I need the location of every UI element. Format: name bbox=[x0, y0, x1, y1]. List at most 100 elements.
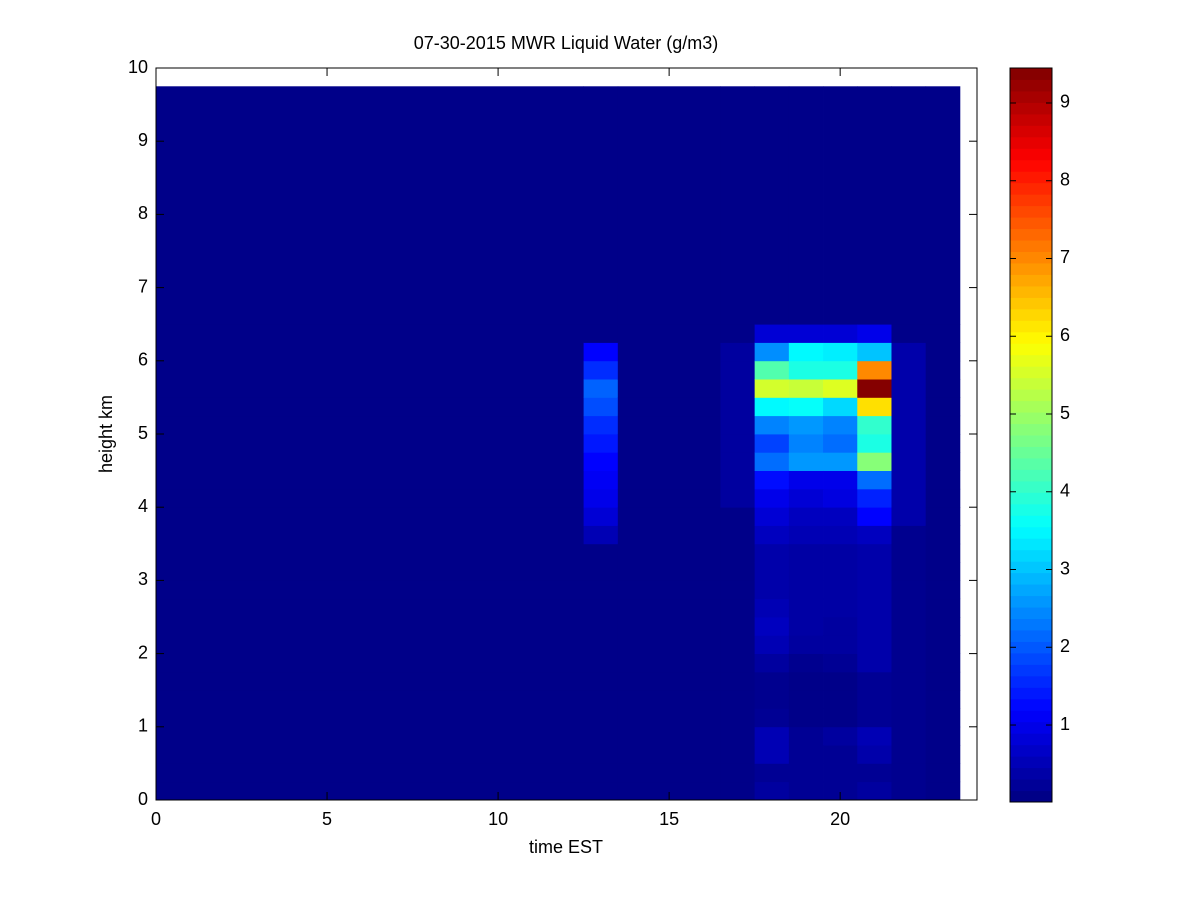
heatmap-cell bbox=[156, 397, 585, 417]
heatmap-cell bbox=[823, 452, 858, 471]
heatmap-cell bbox=[754, 342, 790, 362]
heatmap-cell bbox=[891, 543, 927, 563]
heatmap-cell bbox=[720, 781, 756, 801]
heatmap-cell bbox=[617, 488, 721, 508]
colorbar-swatch bbox=[1010, 228, 1052, 241]
heatmap-cell bbox=[754, 617, 790, 636]
heatmap-cell bbox=[925, 470, 961, 490]
heatmap-cell bbox=[857, 397, 892, 417]
heatmap-cell bbox=[891, 726, 927, 746]
heatmap-cell bbox=[823, 488, 858, 508]
heatmap-cell bbox=[788, 745, 824, 764]
colorbar-frame bbox=[1009, 67, 1053, 803]
colorbar-swatch bbox=[1010, 79, 1052, 92]
heatmap-cell bbox=[823, 543, 858, 563]
heatmap-cell bbox=[720, 745, 756, 764]
heatmap-cell bbox=[583, 580, 619, 600]
heatmap-cell bbox=[823, 86, 858, 325]
heatmap-cell bbox=[857, 507, 892, 526]
heatmap-cell bbox=[788, 434, 824, 453]
heatmap-cell bbox=[720, 690, 756, 709]
heatmap-cell bbox=[754, 543, 790, 563]
heatmap-cell bbox=[754, 434, 790, 453]
heatmap-cell bbox=[788, 342, 824, 362]
heatmap-cell bbox=[788, 598, 824, 618]
heatmap-cell bbox=[156, 745, 585, 764]
heatmap-cell bbox=[617, 598, 721, 618]
heatmap-cell bbox=[823, 397, 858, 417]
colorbar-swatch bbox=[1010, 251, 1052, 264]
colorbar-swatch bbox=[1010, 354, 1052, 367]
heatmap-cell bbox=[857, 562, 892, 581]
colorbar-swatch bbox=[1010, 171, 1052, 184]
heatmap-cell bbox=[156, 86, 585, 325]
heatmap-cell bbox=[754, 745, 790, 764]
heatmap-cell bbox=[720, 379, 756, 398]
heatmap-cell bbox=[823, 617, 858, 636]
heatmap-cell bbox=[720, 543, 756, 563]
heatmap-cell bbox=[925, 415, 961, 435]
heatmap-cell bbox=[925, 708, 961, 728]
heatmap-cell bbox=[583, 342, 619, 362]
heatmap-cell bbox=[788, 525, 824, 545]
heatmap-cell bbox=[720, 598, 756, 618]
heatmap-cell bbox=[823, 342, 858, 362]
heatmap-cell bbox=[788, 543, 824, 563]
colorbar-swatch bbox=[1010, 515, 1052, 528]
heatmap-cell bbox=[925, 562, 961, 581]
heatmap-cell bbox=[823, 690, 858, 709]
heatmap-cell bbox=[617, 507, 721, 526]
heatmap-cell bbox=[891, 690, 927, 709]
colorbar-tick-label: 8 bbox=[1060, 169, 1070, 189]
y-tick-label: 6 bbox=[138, 350, 148, 370]
heatmap-cell bbox=[156, 708, 585, 728]
heatmap-cell bbox=[754, 653, 790, 673]
heatmap-cell bbox=[754, 507, 790, 526]
heatmap-cell bbox=[720, 488, 756, 508]
heatmap-cell bbox=[754, 726, 790, 746]
heatmap-cell bbox=[891, 379, 927, 398]
heatmap-cell bbox=[823, 525, 858, 545]
heatmap-cell bbox=[754, 763, 790, 783]
heatmap-cell bbox=[925, 635, 961, 654]
x-tick-label: 10 bbox=[488, 809, 508, 829]
heatmap-cell bbox=[156, 598, 585, 618]
colorbar-swatch bbox=[1010, 217, 1052, 230]
heatmap-cell bbox=[156, 434, 585, 453]
colorbar-swatch bbox=[1010, 240, 1052, 252]
colorbar-swatch bbox=[1010, 767, 1052, 780]
heatmap-cell bbox=[925, 434, 961, 453]
colorbar-swatch bbox=[1010, 102, 1052, 115]
heatmap-cell bbox=[720, 617, 756, 636]
colorbar-swatch bbox=[1010, 641, 1052, 654]
heatmap-cell bbox=[925, 745, 961, 764]
heatmap-cell bbox=[925, 342, 961, 362]
heatmap-cell bbox=[754, 452, 790, 471]
heatmap-cell bbox=[788, 635, 824, 654]
heatmap-cell bbox=[857, 488, 892, 508]
colorbar-swatch bbox=[1010, 469, 1052, 482]
heatmap-cell bbox=[720, 415, 756, 435]
heatmap-cell bbox=[857, 617, 892, 636]
heatmap-cell bbox=[925, 324, 961, 343]
colorbar-swatch bbox=[1010, 607, 1052, 619]
heatmap-cell bbox=[583, 708, 619, 728]
heatmap-cell bbox=[857, 763, 892, 783]
heatmap-cell bbox=[823, 726, 858, 746]
heatmap-cell bbox=[891, 360, 927, 380]
heatmap-cell bbox=[617, 397, 721, 417]
colorbar-swatch bbox=[1010, 308, 1052, 321]
heatmap-cell bbox=[617, 690, 721, 709]
heatmap-cell bbox=[617, 360, 721, 380]
heatmap-cell bbox=[857, 525, 892, 545]
y-tick-label: 0 bbox=[138, 789, 148, 809]
heatmap-cell bbox=[617, 580, 721, 600]
y-tick-label: 10 bbox=[128, 57, 148, 77]
heatmap-cell bbox=[857, 580, 892, 600]
heatmap-cell bbox=[754, 86, 790, 325]
heatmap-cell bbox=[857, 598, 892, 618]
heatmap-cell bbox=[925, 781, 961, 801]
heatmap-cell bbox=[823, 379, 858, 398]
heatmap-cell bbox=[891, 470, 927, 490]
